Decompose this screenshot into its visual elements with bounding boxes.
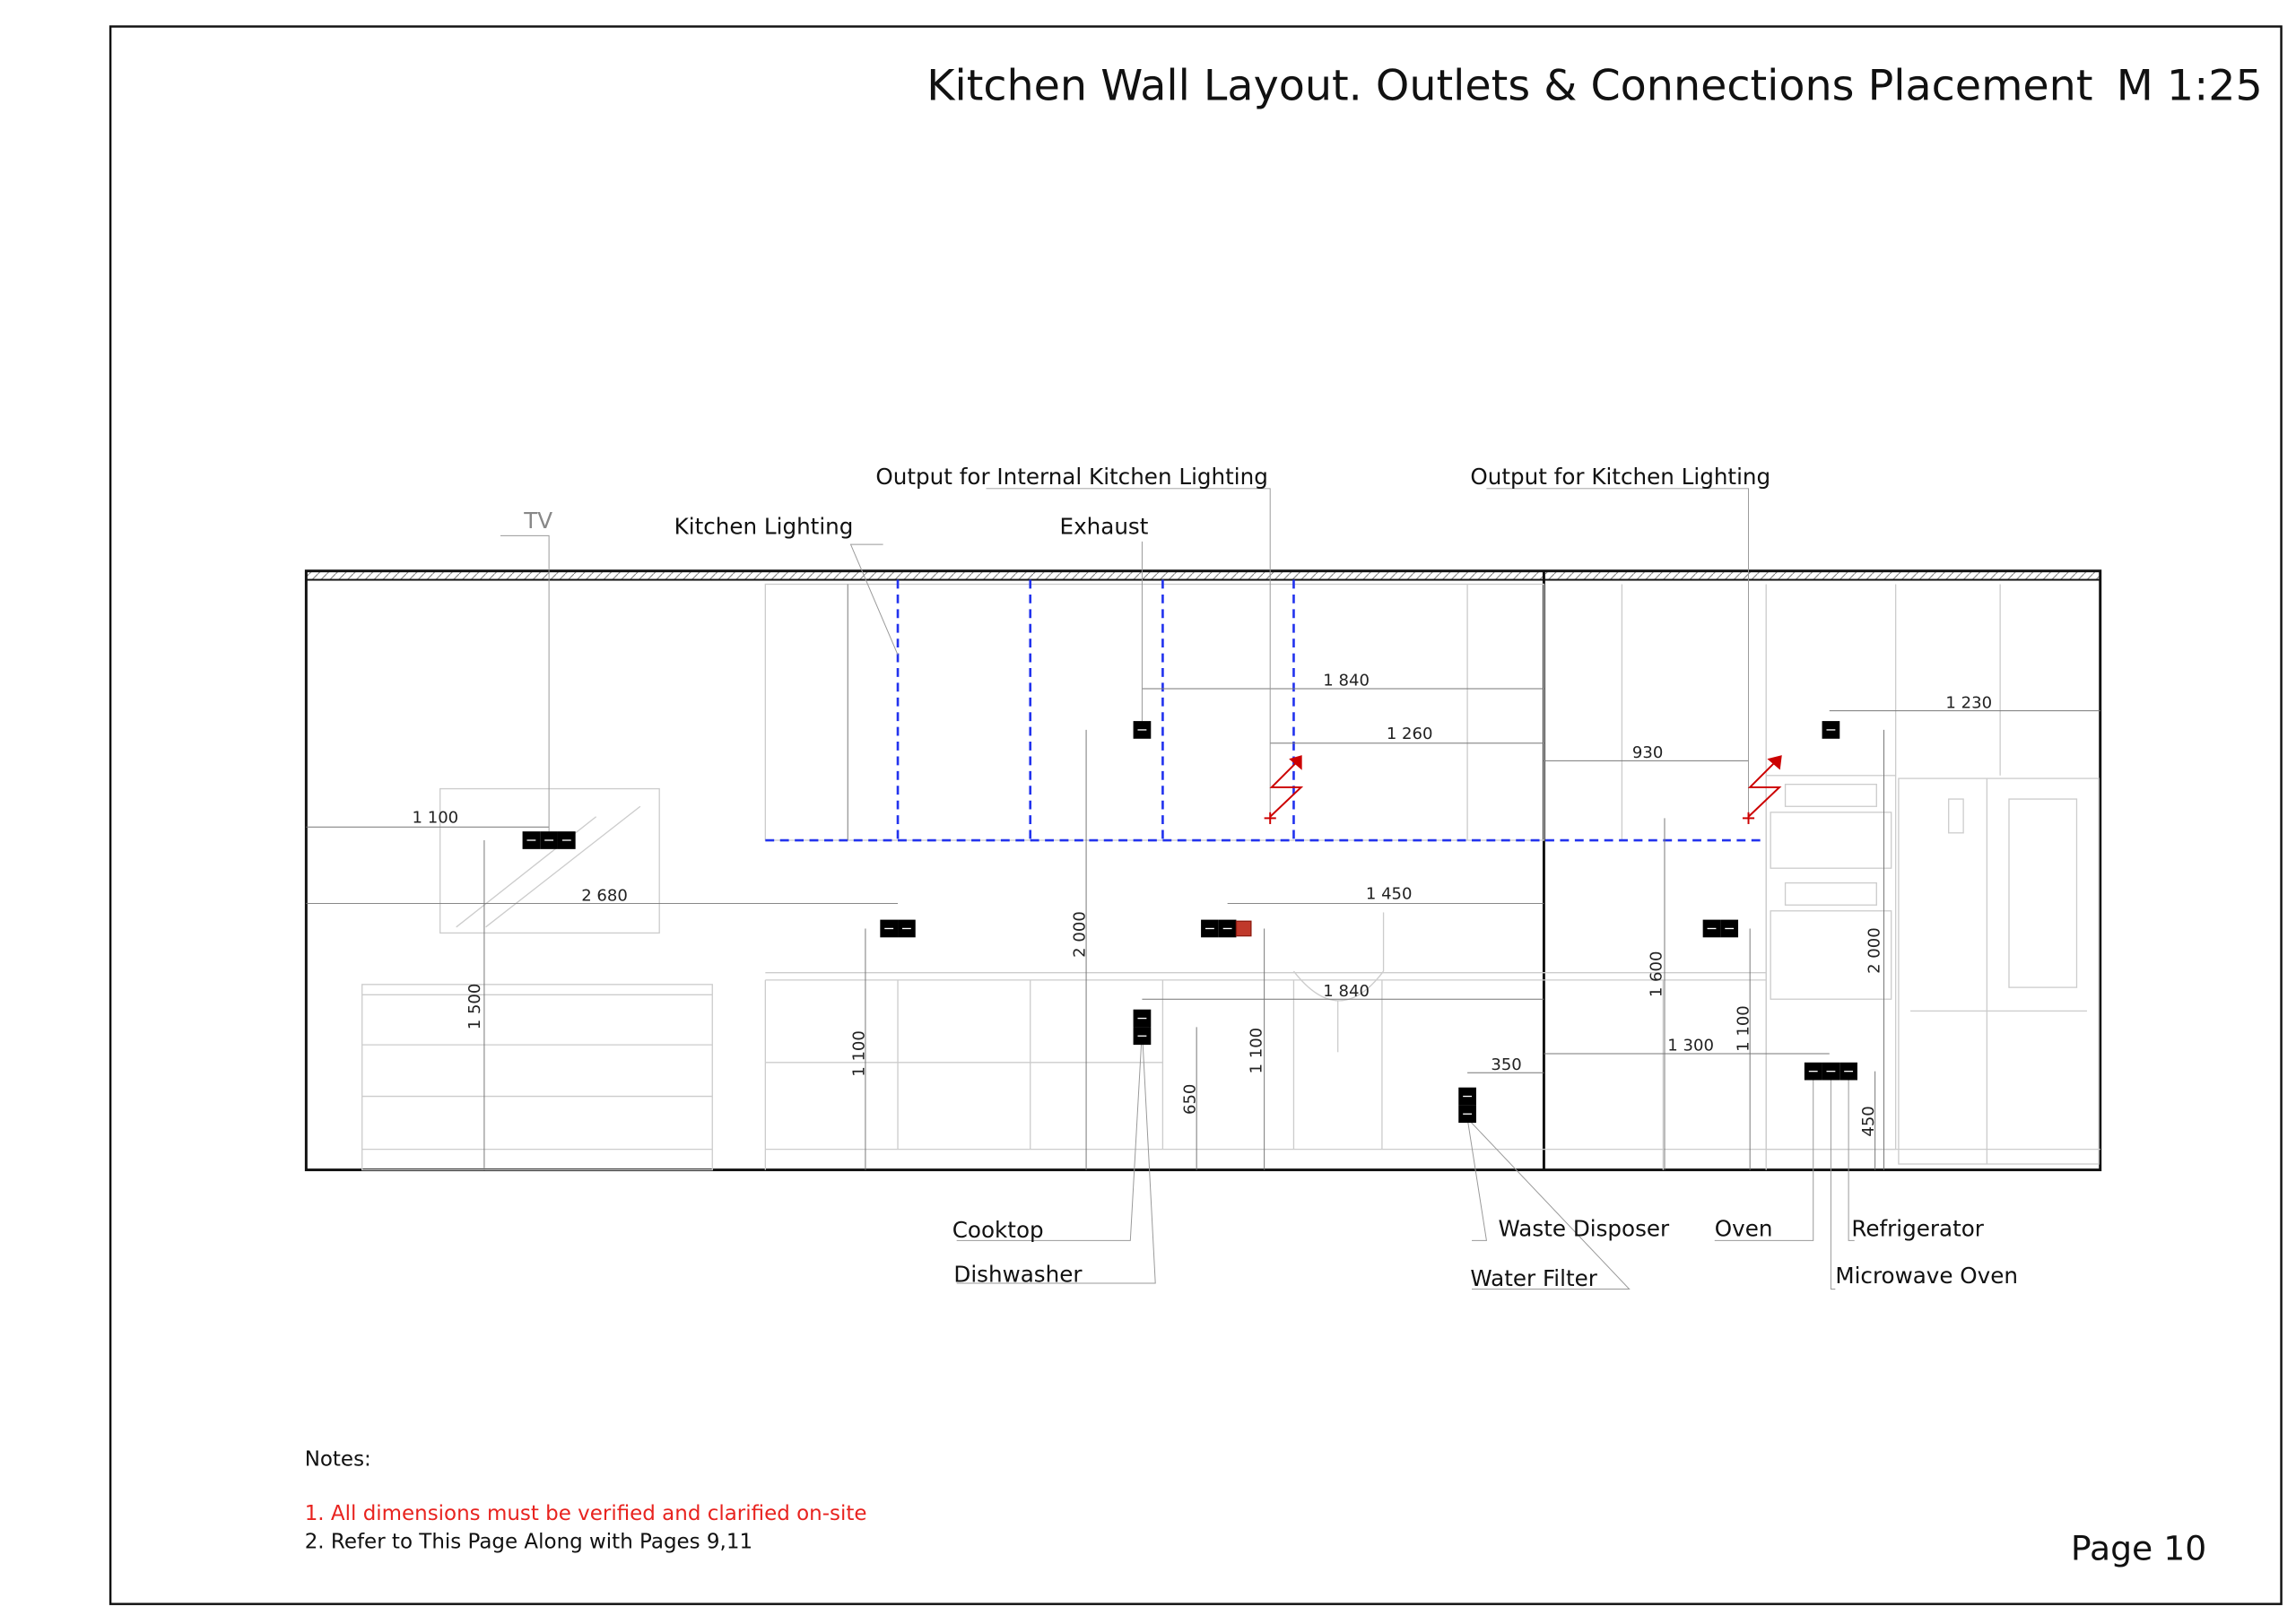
- dim-label: 1 450: [1366, 885, 1413, 904]
- dim-label: 1 100: [849, 1030, 868, 1077]
- label-refrigerator: Refrigerator: [1851, 1215, 1984, 1241]
- lighting-output-icon: [1264, 755, 1304, 824]
- lighting-lines: [765, 579, 1767, 842]
- outlet-tv: [521, 830, 577, 850]
- label-output-kitchen-lighting: Output for Kitchen Lighting: [1470, 464, 1770, 490]
- page-number: Page 10: [2071, 1528, 2206, 1568]
- dim-label: 1 840: [1323, 672, 1370, 690]
- drawing-scale: M 1:25: [2117, 62, 2263, 111]
- outlet-upper-right: [1821, 720, 1840, 740]
- leader-lines: [500, 488, 1855, 1290]
- lighting-output-icon: [1742, 755, 1782, 824]
- outlet-appliances: [1804, 1062, 1858, 1081]
- notes-heading: Notes:: [305, 1447, 371, 1471]
- dim-label: 1 100: [1247, 1028, 1265, 1074]
- note-item: 1. All dimensions must be verified and c…: [305, 1502, 867, 1525]
- dim-label: 1 300: [1667, 1037, 1714, 1055]
- dim-label: 450: [1859, 1106, 1878, 1136]
- dim-label: 1 600: [1648, 951, 1666, 998]
- label-cooktop: Cooktop: [952, 1217, 1044, 1243]
- dimension-lines: [306, 584, 2100, 1170]
- label-microwave-oven: Microwave Oven: [1835, 1263, 2018, 1289]
- cabinet-outlines: [361, 583, 2100, 1171]
- dim-label: 650: [1181, 1084, 1200, 1115]
- dim-label: 2 680: [581, 886, 628, 905]
- dim-label: 1 840: [1323, 982, 1370, 1001]
- label-kitchen-lighting: Kitchen Lighting: [674, 514, 854, 540]
- page-title: Kitchen Wall Layout. Outlets & Connectio…: [926, 62, 2092, 111]
- label-waste-disposer: Waste Disposer: [1499, 1215, 1671, 1241]
- dim-label: 930: [1632, 743, 1663, 762]
- label-output-internal-lighting: Output for Internal Kitchen Lighting: [875, 464, 1267, 490]
- dim-label: 2 000: [1070, 911, 1089, 958]
- dim-label: 2 000: [1866, 927, 1884, 974]
- dim-label: 350: [1491, 1055, 1521, 1074]
- dim-label: 1 230: [1945, 693, 1992, 712]
- dim-label: 1 500: [465, 984, 484, 1030]
- label-dishwasher: Dishwasher: [953, 1261, 1083, 1287]
- label-water-filter: Water Filter: [1470, 1265, 1597, 1291]
- outlet-exhaust: [1132, 720, 1152, 740]
- dim-label: 1 100: [413, 808, 459, 827]
- dim-label: 1 260: [1387, 725, 1433, 743]
- outlet-counter-mid: [1200, 918, 1252, 938]
- label-tv: TV: [523, 508, 552, 534]
- outlet-waste-filter: [1457, 1087, 1477, 1124]
- dimension-labels: 1 100 2 680 1 840 1 260 1 450 1 840 350 …: [413, 672, 1993, 1137]
- label-exhaust: Exhaust: [1060, 514, 1149, 540]
- outlet-cooktop-dishwasher: [1132, 1009, 1152, 1046]
- sheet-frame: [109, 25, 2283, 1605]
- outlet-counter-right: [1701, 918, 1739, 938]
- dim-label: 1 100: [1735, 1005, 1753, 1052]
- label-oven: Oven: [1715, 1215, 1773, 1241]
- outlet-counter-left: [879, 918, 917, 938]
- note-item: 2. Refer to This Page Along with Pages 9…: [305, 1530, 752, 1553]
